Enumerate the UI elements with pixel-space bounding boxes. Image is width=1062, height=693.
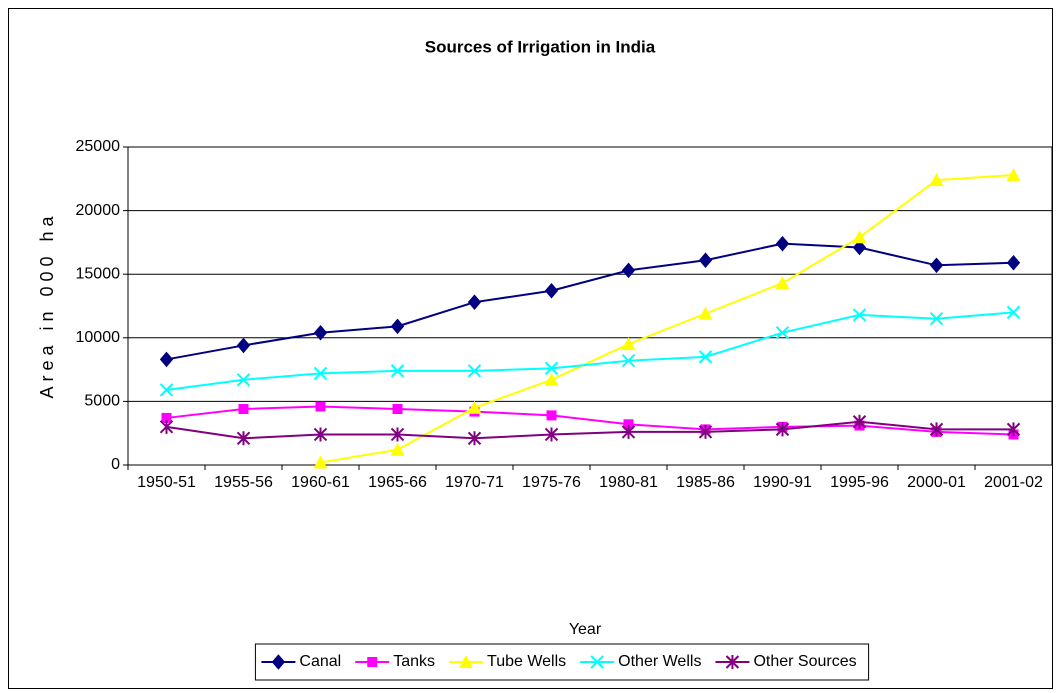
marker bbox=[623, 419, 634, 430]
marker bbox=[698, 252, 713, 268]
x-tick-label: 1975-76 bbox=[522, 474, 581, 491]
marker bbox=[621, 424, 636, 439]
marker bbox=[236, 431, 251, 446]
marker bbox=[159, 383, 174, 397]
marker bbox=[236, 373, 251, 387]
marker bbox=[852, 239, 867, 256]
x-axis-label: Year bbox=[569, 621, 602, 638]
x-tick-label: 2000-01 bbox=[907, 474, 966, 491]
marker bbox=[390, 318, 405, 335]
chart-title: Sources of Irrigation in India bbox=[425, 37, 656, 56]
marker bbox=[315, 401, 326, 412]
marker bbox=[698, 350, 713, 364]
marker bbox=[159, 351, 174, 368]
series-line bbox=[166, 405, 1014, 436]
marker bbox=[467, 400, 482, 414]
marker bbox=[161, 412, 172, 423]
marker bbox=[159, 419, 174, 434]
marker bbox=[929, 422, 944, 437]
marker bbox=[313, 455, 328, 469]
series-line bbox=[166, 420, 1014, 440]
marker bbox=[313, 366, 328, 381]
y-tick-label: 10000 bbox=[76, 329, 121, 346]
marker bbox=[236, 337, 251, 354]
marker bbox=[271, 654, 286, 670]
marker bbox=[544, 427, 559, 442]
legend-label: Canal bbox=[299, 653, 341, 670]
series-line bbox=[166, 242, 1014, 361]
marker bbox=[621, 262, 636, 279]
chart-frame bbox=[8, 8, 1053, 689]
marker bbox=[852, 308, 867, 322]
marker bbox=[390, 442, 405, 456]
marker bbox=[775, 326, 790, 340]
legend-label: Other Sources bbox=[753, 653, 856, 670]
series-line bbox=[320, 173, 1014, 464]
marker bbox=[852, 414, 867, 429]
marker bbox=[313, 324, 328, 341]
marker bbox=[544, 372, 559, 386]
marker bbox=[390, 427, 405, 442]
x-tick-label: 1970-71 bbox=[445, 474, 504, 491]
marker bbox=[459, 655, 474, 668]
marker bbox=[775, 276, 790, 290]
marker bbox=[1006, 305, 1021, 320]
y-tick-label: 20000 bbox=[76, 202, 121, 219]
marker bbox=[367, 657, 378, 667]
marker bbox=[775, 235, 790, 252]
legend: Canal Tanks Tube Wells Other Wells Other Sou… bbox=[254, 643, 870, 681]
y-axis-label: Area in 000 ha bbox=[37, 211, 57, 398]
marker bbox=[929, 173, 944, 187]
marker bbox=[621, 337, 636, 351]
x-tick-label: 1955-56 bbox=[214, 474, 273, 491]
marker bbox=[392, 404, 403, 415]
marker bbox=[852, 230, 867, 244]
marker bbox=[929, 257, 944, 274]
marker bbox=[725, 655, 740, 669]
marker bbox=[544, 361, 559, 376]
legend-label: Other Wells bbox=[618, 653, 701, 670]
x-tick-label: 2001-02 bbox=[984, 474, 1043, 491]
series-line bbox=[166, 311, 1014, 391]
marker bbox=[621, 353, 636, 368]
marker bbox=[590, 655, 604, 669]
marker bbox=[929, 312, 944, 326]
marker bbox=[238, 404, 249, 415]
x-tick-label: 1960-61 bbox=[291, 474, 350, 491]
legend-label: Tube Wells bbox=[487, 653, 566, 670]
y-tick-label: 5000 bbox=[84, 393, 120, 410]
marker bbox=[467, 294, 482, 310]
marker bbox=[698, 424, 713, 439]
x-tick-label: 1990-91 bbox=[753, 474, 812, 491]
y-tick-label: 0 bbox=[111, 456, 120, 473]
x-tick-label: 1985-86 bbox=[676, 474, 735, 491]
x-tick-label: 1980-81 bbox=[599, 474, 658, 491]
marker bbox=[467, 431, 482, 446]
marker bbox=[390, 364, 405, 378]
x-tick-label: 1965-66 bbox=[368, 474, 427, 491]
marker bbox=[1006, 167, 1021, 181]
marker bbox=[467, 364, 482, 378]
x-tick-label: 1995-96 bbox=[830, 474, 889, 491]
x-tick-label: 1950-51 bbox=[137, 474, 196, 491]
marker bbox=[544, 282, 559, 299]
marker bbox=[313, 427, 328, 442]
y-tick-label: 25000 bbox=[76, 138, 121, 155]
marker bbox=[1006, 422, 1021, 437]
marker bbox=[698, 306, 713, 320]
marker bbox=[546, 410, 557, 421]
y-tick-label: 15000 bbox=[76, 265, 121, 282]
marker bbox=[775, 422, 790, 437]
legend-label: Tanks bbox=[393, 653, 435, 670]
marker bbox=[1006, 254, 1021, 271]
